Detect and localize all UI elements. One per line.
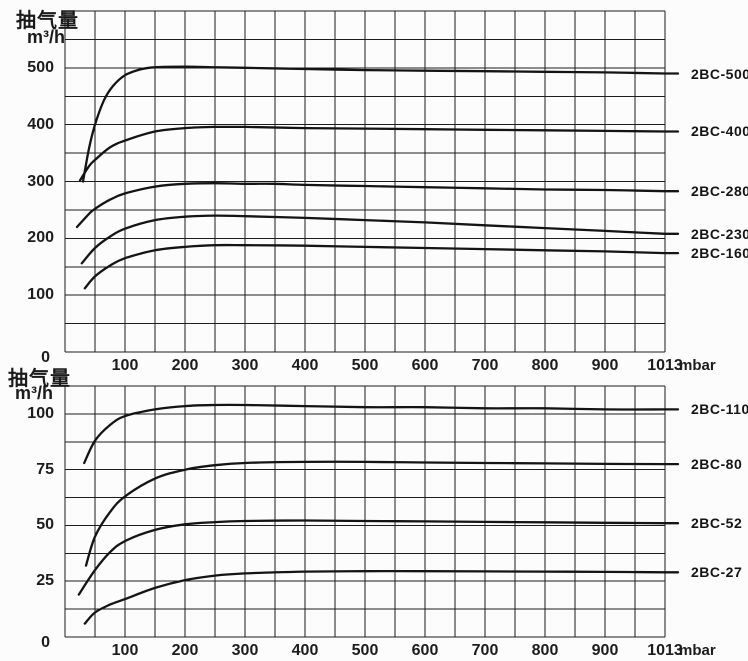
x-tick-label: 700	[471, 357, 499, 374]
x-tick-label: 200	[171, 642, 199, 659]
series-label-2BC-500: 2BC-500	[691, 65, 748, 82]
y-tick-label: 75	[36, 460, 54, 478]
x-tick-label: 500	[351, 357, 379, 374]
series-label-2BC-27: 2BC-27	[691, 564, 743, 581]
y-tick-label: 100	[27, 286, 54, 304]
curve-2BC-27	[83, 569, 680, 625]
x-tick-label: 800	[531, 357, 559, 374]
x-tick-label: 300	[231, 357, 259, 374]
y-tick-label: 100	[27, 404, 54, 422]
y-tick-label: 300	[27, 172, 54, 190]
x-tick-label: 900	[591, 642, 619, 659]
x-tick-label: 900	[591, 357, 619, 374]
curve-2BC-80	[84, 460, 680, 567]
curve-2BC-52	[77, 519, 680, 596]
series-label-2BC-80: 2BC-80	[691, 456, 743, 473]
x-tick-label: 300	[231, 642, 259, 659]
y-tick-label: 0	[41, 634, 50, 651]
curve-2BC-230	[80, 214, 680, 265]
x-tick-label: 400	[291, 642, 319, 659]
y-tick-label: 200	[27, 229, 54, 247]
x-tick-label: 200	[171, 357, 199, 374]
bottom-chart-y-axis-unit: m³/h	[15, 383, 53, 403]
x-axis-unit-label: mbar	[679, 642, 716, 659]
x-tick-label: 500	[351, 642, 379, 659]
series-label-2BC-400: 2BC-400	[691, 123, 748, 140]
y-tick-label: 400	[27, 115, 54, 133]
top-chart-y-axis-title: 抽气量	[16, 10, 79, 32]
series-label-2BC-280: 2BC-280	[691, 183, 748, 200]
series-label-2BC-230: 2BC-230	[691, 225, 748, 242]
x-tick-label: 600	[411, 642, 439, 659]
top-chart-y-axis-unit: m³/h	[27, 27, 65, 47]
x-tick-label: 600	[411, 357, 439, 374]
x-tick-label: 1013	[647, 642, 683, 659]
series-label-2BC-110: 2BC-110	[691, 401, 748, 418]
series-label-2BC-52: 2BC-52	[691, 515, 743, 532]
x-axis-unit-label: mbar	[679, 357, 716, 374]
y-tick-label: 25	[36, 572, 54, 590]
y-tick-label: 0	[41, 349, 50, 366]
curve-2BC-400	[78, 125, 680, 182]
x-tick-label: 800	[531, 642, 559, 659]
y-tick-label: 50	[36, 516, 54, 534]
top-chart-grid	[64, 10, 666, 353]
x-tick-label: 100	[111, 642, 139, 659]
bottom-chart-grid	[64, 385, 666, 638]
curve-2BC-280	[75, 182, 680, 229]
x-tick-label: 1013	[647, 357, 683, 374]
curve-2BC-110	[83, 403, 680, 465]
x-tick-label: 400	[291, 357, 319, 374]
x-tick-label: 100	[111, 357, 139, 374]
series-label-2BC-160: 2BC-160	[691, 245, 748, 262]
curve-2BC-500	[81, 65, 680, 183]
y-tick-label: 500	[27, 58, 54, 76]
curve-2BC-160	[83, 243, 680, 290]
bottom-chart-y-axis-title: 抽气量	[8, 368, 71, 390]
x-tick-label: 700	[471, 642, 499, 659]
